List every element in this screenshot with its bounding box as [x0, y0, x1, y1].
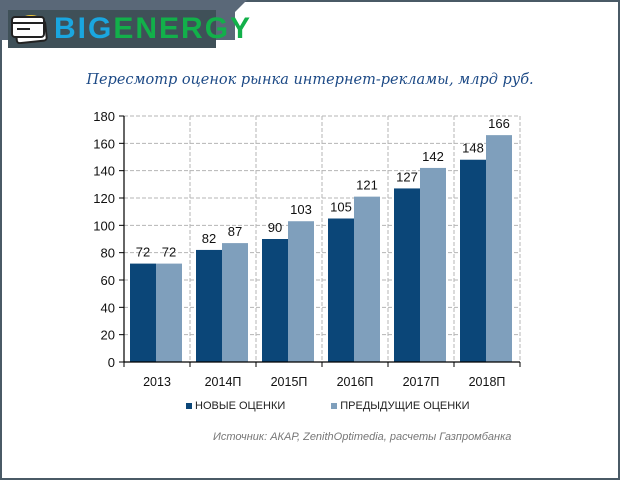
source-note: Источник: АКАР, ZenithOptimedia, расчеты… [213, 431, 512, 443]
legend-item-prev: ПРЕДЫДУЩИЕ ОЦЕНКИ [331, 400, 470, 412]
logo-text: BIGENERGY [54, 13, 252, 45]
legend-swatch-prev [331, 403, 338, 409]
legend-label-prev: ПРЕДЫДУЩИЕ ОЦЕНКИ [340, 400, 470, 412]
chart-title: Пересмотр оценок рынка интернет-рекламы,… [86, 72, 534, 88]
legend-label-new: НОВЫЕ ОЦЕНКИ [195, 400, 286, 412]
chart-legend: НОВЫЕ ОЦЕНКИ ПРЕДЫДУЩИЕ ОЦЕНКИ [186, 400, 470, 412]
credit-card-icon [11, 16, 48, 44]
header-banner-corner [215, 0, 247, 32]
legend-swatch-new [186, 403, 192, 409]
logo-text-energy: ENERGY [113, 12, 253, 45]
logo-text-big: BIG [54, 12, 114, 45]
logo[interactable]: BIGENERGY [8, 10, 250, 48]
legend-item-new: НОВЫЕ ОЦЕНКИ [186, 400, 285, 412]
